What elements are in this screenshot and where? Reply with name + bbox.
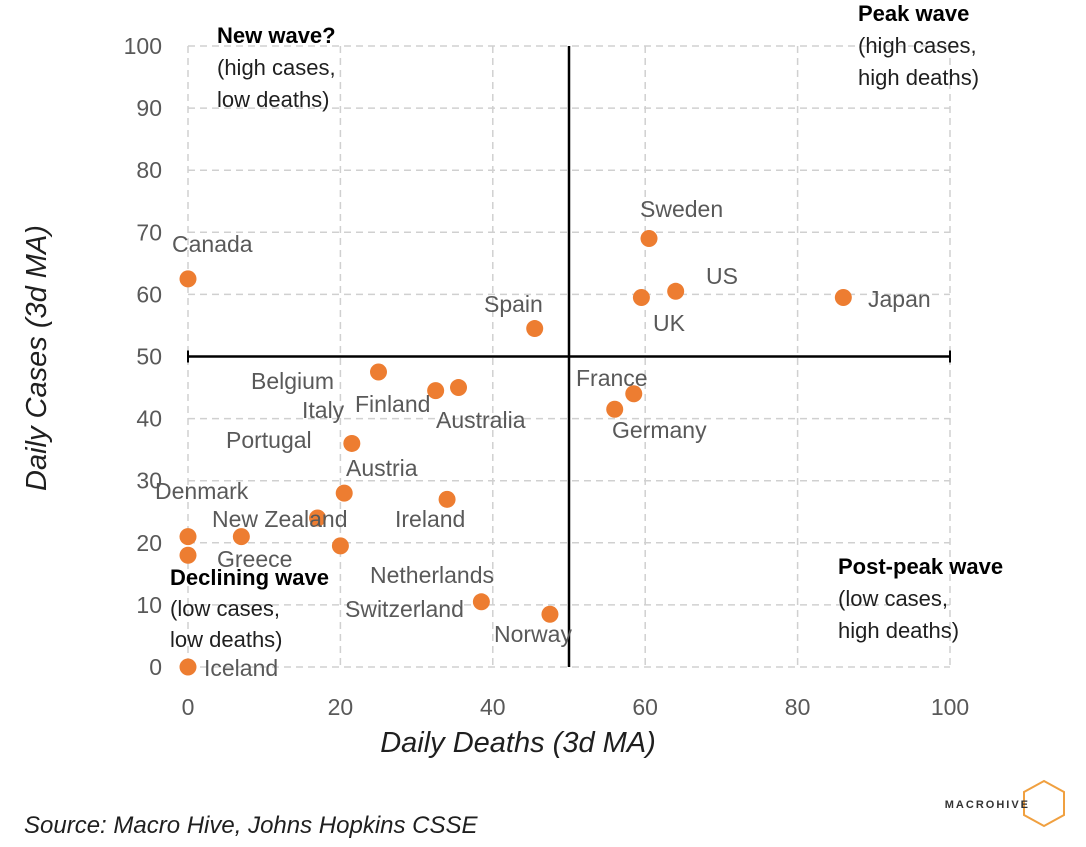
quadrant-annotation: Post-peak wave (low cases, high deaths) (838, 554, 1003, 643)
point-label: Portugal (226, 427, 312, 453)
y-tick-label: 60 (136, 281, 162, 307)
quadrant-title: Peak wave (858, 1, 969, 26)
hexagon-icon (1023, 779, 1065, 828)
data-point (370, 363, 387, 381)
point-label: Australia (436, 407, 526, 433)
source-note: Source: Macro Hive, Johns Hopkins CSSE (24, 812, 479, 839)
quadrant-subtitle: (low cases, (170, 596, 280, 621)
data-point (625, 385, 643, 403)
data-point (427, 382, 445, 400)
data-point (450, 379, 468, 397)
x-tick-label: 40 (480, 694, 506, 720)
point-label: Netherlands (370, 562, 494, 588)
point-label: US (706, 263, 738, 289)
point-label: Japan (868, 286, 931, 312)
point-label: Austria (346, 455, 418, 481)
point-labels: Canada Sweden US UK Japan Spain Belgium Finland… (155, 196, 931, 681)
data-point (526, 320, 544, 338)
quadrant-labels: New wave? (high cases, low deaths) Peak wav… (170, 1, 1003, 652)
x-axis-title: Daily Deaths (3d MA) (380, 727, 656, 759)
quadrant-subtitle: high deaths) (858, 65, 979, 90)
quadrant-subtitle: low deaths) (170, 627, 283, 652)
point-label: Belgium (251, 368, 334, 394)
quadrant-annotation: Peak wave (high cases, high deaths) (858, 1, 979, 90)
point-label: Finland (355, 391, 430, 417)
quadrant-title: Declining wave (170, 565, 329, 590)
data-point (438, 490, 456, 508)
data-point (179, 546, 197, 564)
quadrant-subtitle: (low cases, (838, 586, 948, 611)
data-point (834, 289, 852, 307)
y-tick-label: 30 (136, 468, 162, 494)
data-point (606, 400, 624, 418)
quadrant-title: Post-peak wave (838, 554, 1003, 579)
logo-text: MACROHIVE (945, 799, 1030, 811)
point-label: Denmark (155, 478, 249, 504)
quadrant-dividers (187, 46, 951, 667)
data-points (179, 230, 852, 676)
data-point (179, 528, 197, 546)
quadrant-annotation: New wave? (high cases, low deaths) (217, 23, 336, 112)
quadrant-annotation: Declining wave (low cases, low deaths) (170, 565, 329, 652)
x-tick-label: 100 (931, 694, 969, 720)
x-tick-label: 60 (632, 694, 658, 720)
point-label: France (576, 365, 648, 391)
data-point (179, 658, 197, 676)
y-tick-label: 20 (136, 530, 162, 556)
y-tick-label: 0 (149, 654, 162, 680)
data-point (309, 509, 327, 527)
quadrant-subtitle: (high cases, (217, 55, 336, 80)
y-axis-title: Daily Cases (3d MA) (21, 225, 53, 491)
data-point (335, 484, 353, 502)
point-label: New Zealand (212, 506, 348, 532)
point-label: UK (653, 310, 686, 336)
point-label: Sweden (640, 196, 723, 222)
y-tick-label: 40 (136, 406, 162, 432)
data-point (667, 282, 685, 300)
point-label: Germany (612, 417, 707, 443)
point-label: Switzerland (345, 596, 464, 622)
data-point (343, 434, 361, 452)
data-point (331, 537, 349, 555)
y-tick-label: 100 (124, 33, 162, 59)
data-point (541, 605, 559, 623)
quadrant-title: New wave? (217, 23, 336, 48)
quadrant-subtitle: (high cases, (858, 33, 977, 58)
y-tick-label: 80 (136, 157, 162, 183)
data-point (179, 270, 197, 288)
y-tick-label: 90 (136, 95, 162, 121)
grid-lines (187, 45, 951, 668)
data-point (632, 289, 650, 307)
quadrant-subtitle: low deaths) (217, 87, 330, 112)
y-tick-label: 70 (136, 219, 162, 245)
point-label: Iceland (204, 655, 278, 681)
quadrant-subtitle: high deaths) (838, 618, 959, 643)
axis-ticks: 0 20 40 60 80 100 0 10 20 30 40 50 60 70 80 90 100 (124, 33, 970, 720)
point-label: Spain (484, 291, 543, 317)
x-tick-label: 20 (328, 694, 354, 720)
point-label: Greece (217, 546, 292, 572)
point-label: Italy (302, 397, 345, 423)
data-point (232, 528, 250, 546)
point-label: Canada (172, 231, 253, 257)
x-tick-label: 80 (785, 694, 811, 720)
point-label: Ireland (395, 506, 465, 532)
data-point (640, 230, 658, 248)
point-label: Norway (494, 621, 572, 647)
y-tick-label: 10 (136, 592, 162, 618)
macrohive-logo: MACROHIVE (945, 779, 1065, 828)
x-tick-label: 0 (182, 694, 195, 720)
data-point (472, 593, 490, 611)
y-tick-label: 50 (136, 344, 162, 370)
